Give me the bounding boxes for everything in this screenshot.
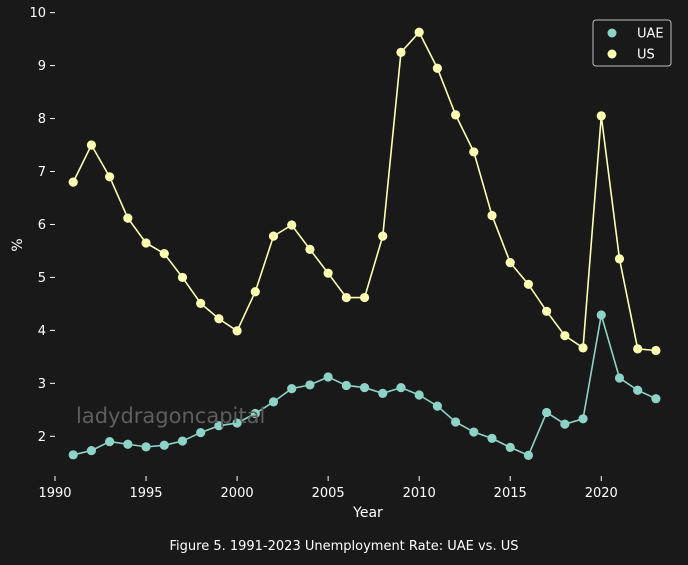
x-axis-title: Year [352,505,383,521]
y-tick-label: 8 [38,112,46,127]
data-point-uae [469,427,479,437]
data-point-us [396,47,406,57]
data-point-uae [450,417,461,427]
data-point-us [505,257,515,268]
data-point-us [341,292,351,303]
figure-caption: Figure 5. 1991-2023 Unemployment Rate: U… [169,539,519,554]
data-point-uae [105,436,115,447]
data-point-uae [305,380,315,390]
data-point-uae [86,445,97,456]
data-point-uae [141,442,151,452]
data-point-uae [578,414,588,424]
y-tick-label: 9 [38,59,46,74]
legend-label-uae: UAE [637,27,664,42]
data-point-uae [542,407,552,418]
data-point-uae [341,380,351,391]
data-point-uae [287,384,297,394]
data-point-us [469,147,479,157]
data-point-us [141,238,151,248]
series-uae [68,310,661,460]
data-point-uae [177,436,188,446]
data-point-uae [214,421,224,431]
y-axis-title: % [10,238,26,251]
data-point-us [250,287,260,297]
data-point-uae [487,433,497,444]
y-tick-label: 4 [38,324,46,339]
watermark: ladydragoncapital [76,404,265,428]
data-point-us [432,63,442,73]
data-point-uae [432,401,442,411]
x-tick-label: 2020 [585,486,618,501]
data-point-uae [596,310,606,320]
series-us [68,27,661,356]
data-point-uae [633,385,643,395]
data-point-us [487,210,497,221]
legend-marker-uae [607,28,617,38]
data-point-us [159,248,169,259]
data-point-us [578,343,588,353]
data-point-us [105,172,115,182]
data-point-us [196,298,206,308]
data-point-uae [250,408,260,419]
data-point-uae [651,394,661,404]
data-point-us [378,231,388,241]
series-line-us [72,30,656,352]
y-tick-label: 5 [38,271,46,286]
data-point-us [214,314,224,324]
y-tick-label: 7 [38,165,46,180]
data-point-us [414,27,424,37]
data-point-us [560,331,570,341]
data-point-uae [414,390,424,400]
legend-label-us: US [637,48,655,63]
data-point-us [232,326,242,336]
x-tick-label: 1995 [129,486,162,501]
x-tick-label: 2000 [221,486,254,501]
y-tick-label: 2 [38,430,46,445]
data-point-uae [159,440,169,450]
legend: UAE US [592,19,672,67]
x-tick-label: 2005 [312,486,345,501]
data-point-uae [614,373,625,383]
y-tick-label: 3 [38,377,46,392]
data-point-uae [268,397,279,407]
data-point-uae [523,450,534,460]
x-tick-label: 1990 [38,486,71,501]
x-tick-label: 2010 [403,486,436,501]
data-point-uae [560,419,570,429]
data-point-us [450,110,461,120]
data-point-uae [323,372,333,382]
data-point-uae [378,388,388,398]
y-tick-label: 10 [29,6,46,21]
data-point-uae [196,427,206,438]
data-point-us [359,292,370,303]
data-point-us [323,268,333,278]
data-point-us [177,272,188,283]
data-point-uae [232,418,242,428]
data-point-uae [505,442,515,453]
data-point-us [596,111,606,121]
data-point-uae [396,382,406,393]
data-point-us [123,213,133,223]
series-layer [68,27,661,460]
x-tick-label: 2015 [494,486,527,501]
y-axis: 2 3 4 5 6 7 8 9 10 [29,6,55,445]
data-point-us [268,231,279,241]
data-point-us [542,306,552,316]
data-point-us [68,177,78,187]
data-point-us [523,279,534,289]
legend-marker-us [607,49,617,59]
x-axis: 1990 1995 2000 2005 2010 2015 2020 [38,476,618,501]
data-point-us [614,254,625,264]
data-point-us [651,345,661,356]
data-point-us [86,140,97,150]
data-point-us [633,344,643,354]
data-point-us [287,220,297,230]
data-point-uae [123,439,133,449]
data-point-uae [359,382,370,393]
data-point-us [305,244,315,254]
y-tick-label: 6 [38,218,46,233]
data-point-uae [68,450,78,460]
